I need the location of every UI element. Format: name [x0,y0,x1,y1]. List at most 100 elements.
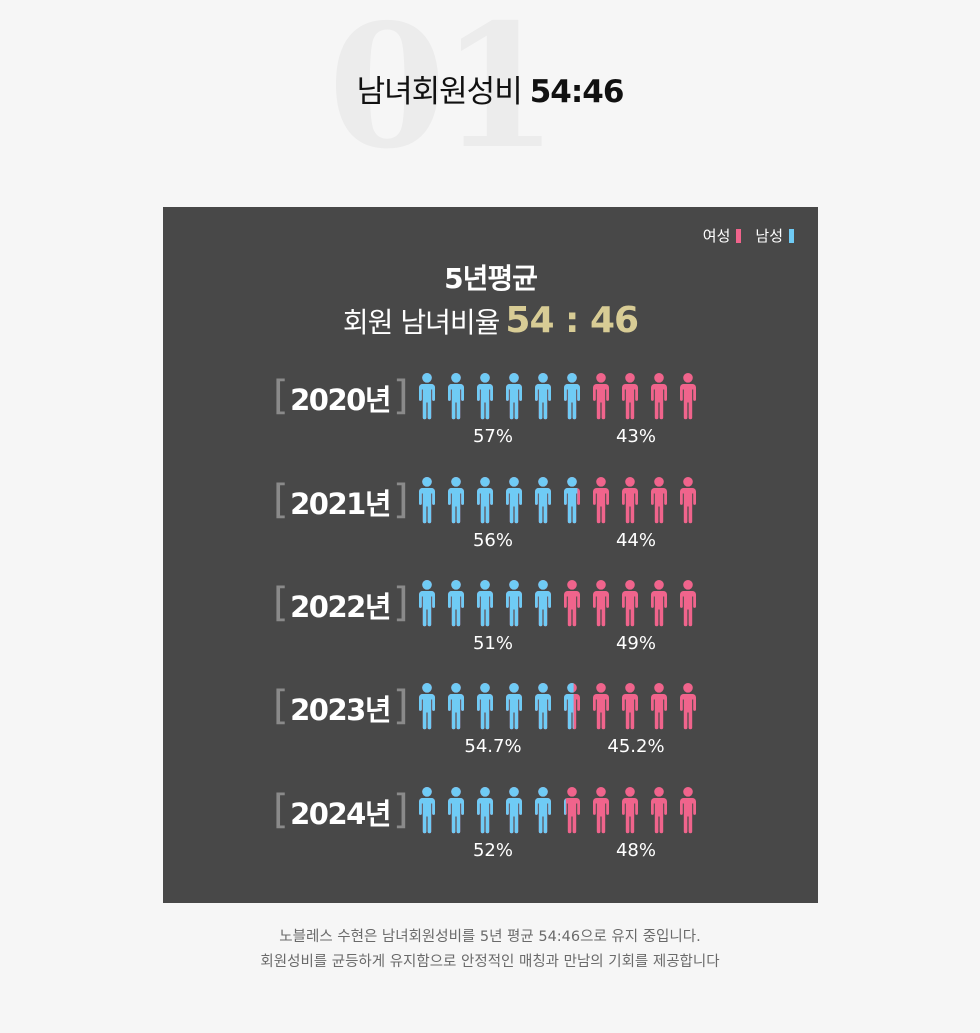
male-fill [564,373,580,420]
person-icon [593,477,609,524]
year-label: [2021년] [273,477,409,523]
male-percent: 56% [472,530,513,551]
legend-item-male: 남성 [755,225,794,246]
male-fill [564,477,578,524]
legend-label-female: 여성 [702,227,731,245]
male-fill [535,477,551,524]
person-icon [535,683,551,730]
legend-item-female: 여성 [703,225,742,246]
male-fill [419,373,435,420]
female-fill [651,787,667,834]
female-fill [680,787,696,834]
person-icon [622,477,638,524]
male-fill [506,683,522,730]
legend-swatch-female [736,228,742,243]
female-percent: 44% [615,530,656,551]
male-fill [477,787,493,834]
female-fill [593,373,609,420]
person-icon [651,580,667,627]
person-icon [535,373,551,420]
person-icon [564,373,580,420]
female-fill [680,580,696,627]
caption-line: 노블레스 수현은 남녀회원성비를 5년 평균 54:46으로 유지 중입니다. [279,929,701,945]
average-ratio: 54 : 46 [505,300,639,341]
legend-swatch-male [789,228,794,243]
male-fill [506,787,522,834]
male-fill [535,683,551,730]
year-row: [2020년] 57% 43% [163,373,818,463]
person-icon [651,477,667,524]
female-fill [680,683,696,730]
person-icon [593,373,609,420]
male-fill [448,580,464,627]
person-icons [419,477,696,524]
female-fill [593,580,609,627]
male-fill [564,683,574,730]
ratio-chart-panel: 여성 남성 5년평균 회원 남녀비율 54 : 46 [2020년] 57% 43… [163,207,818,903]
male-fill [419,477,435,524]
person-icon [535,787,551,834]
male-fill [448,787,464,834]
male-fill [477,373,493,420]
male-fill [448,373,464,420]
male-fill [419,683,435,730]
page-title-ratio: 54:46 [529,74,625,110]
male-fill [506,477,522,524]
page-title-text: 남녀회원성비 [356,74,523,110]
person-icon [448,477,464,524]
chart-title: 5년평균 [444,262,538,295]
female-fill [622,373,638,420]
person-icon [477,787,493,834]
year-row: [2021년] 56% 44% [163,477,818,567]
person-icon [419,477,435,524]
person-icon [622,373,638,420]
person-icon [622,683,638,730]
footer-caption: 노블레스 수현은 남녀회원성비를 5년 평균 54:46으로 유지 중입니다. … [0,925,980,975]
year-row: [2022년] 51% 49% [163,580,818,670]
person-icon [419,683,435,730]
female-fill [651,477,667,524]
person-icon [680,580,696,627]
male-fill [506,580,522,627]
female-fill [593,477,609,524]
person-icon [448,373,464,420]
person-icon [680,787,696,834]
female-fill [564,787,580,834]
female-fill [593,787,609,834]
female-fill [651,373,667,420]
male-fill [477,580,493,627]
person-icon [477,373,493,420]
person-icon [680,683,696,730]
male-percent: 52% [472,840,513,861]
male-fill [535,373,551,420]
female-fill [680,477,696,524]
person-icons [419,373,696,420]
person-icon [419,580,435,627]
male-fill [564,787,566,834]
person-icon [564,580,580,627]
female-fill [680,373,696,420]
male-fill [506,373,522,420]
person-icon [506,787,522,834]
person-icon [593,787,609,834]
year-label: [2023년] [273,683,409,729]
person-icon [535,580,551,627]
person-icon [506,373,522,420]
person-icon [535,477,551,524]
year-label: [2024년] [273,787,409,833]
person-icon [448,580,464,627]
person-icons [419,683,696,730]
male-fill [448,477,464,524]
male-fill [419,787,435,834]
female-percent: 45.2% [607,736,665,757]
male-percent: 54.7% [464,736,522,757]
person-icons [419,580,696,627]
female-percent: 49% [615,633,656,654]
person-icon [506,683,522,730]
female-fill [651,580,667,627]
person-icon [651,373,667,420]
male-percent: 57% [472,426,513,447]
person-icon [477,580,493,627]
male-fill [477,683,493,730]
chart-legend: 여성 남성 [703,225,794,246]
